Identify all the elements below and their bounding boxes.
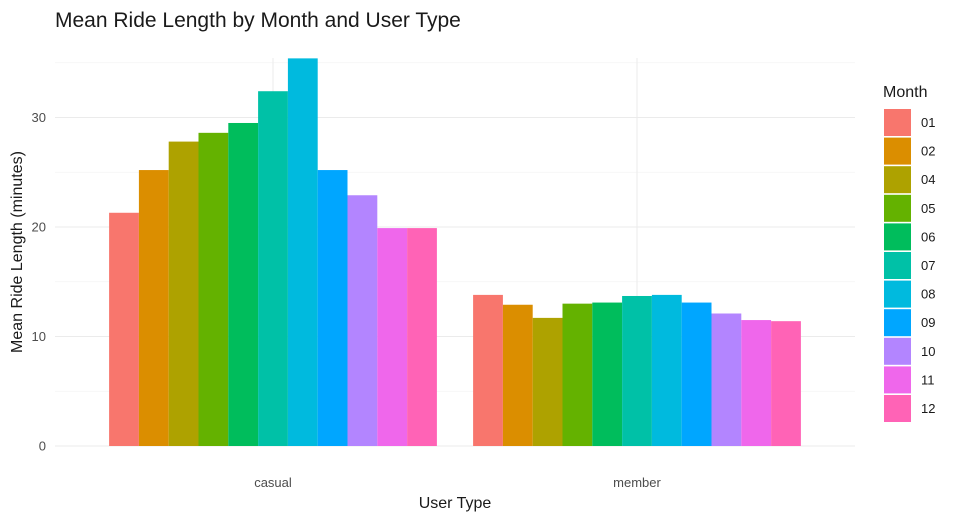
bar-member-05 (562, 303, 593, 446)
legend-key-02 (884, 137, 911, 165)
legend-label: 09 (921, 315, 935, 330)
legend-key-09 (884, 309, 911, 337)
y-axis-ticks: 0 10 20 30 (32, 110, 46, 454)
x-tick-label: casual (254, 475, 292, 490)
bar-casual-07 (258, 91, 288, 446)
bar-casual-06 (228, 122, 259, 446)
bars (109, 58, 801, 447)
x-axis-ticks: casual member (254, 475, 661, 490)
bar-member-08 (651, 294, 682, 446)
y-tick-label: 10 (32, 329, 46, 344)
bar-casual-12 (407, 228, 437, 446)
legend-key-11 (884, 366, 911, 394)
y-tick-label: 0 (39, 439, 46, 454)
bar-casual-04 (168, 141, 199, 446)
x-tick-label: member (613, 475, 661, 490)
bar-member-06 (592, 302, 623, 446)
legend-key-06 (884, 223, 911, 251)
x-axis-title: User Type (419, 495, 492, 512)
bar-member-09 (681, 302, 712, 446)
bar-casual-10 (347, 195, 378, 446)
legend-label: 06 (921, 229, 935, 244)
legend-key-10 (884, 337, 911, 365)
legend-key-04 (884, 166, 911, 194)
legend-key-01 (884, 109, 911, 136)
y-axis-title: Mean Ride Length (minutes) (9, 151, 26, 353)
bar-member-11 (741, 320, 772, 446)
bar-member-07 (622, 295, 652, 446)
legend-label: 10 (921, 344, 935, 359)
bar-member-10 (711, 313, 742, 446)
legend: Month 01 02 04 05 06 07 08 09 10 11 12 (883, 84, 935, 422)
legend-label: 02 (921, 144, 935, 159)
legend-key-05 (884, 194, 911, 222)
legend-key-07 (884, 252, 911, 279)
chart-title: Mean Ride Length by Month and User Type (55, 9, 461, 32)
legend-title: Month (883, 84, 927, 101)
legend-key-08 (884, 280, 911, 308)
bar-casual-01 (109, 212, 139, 446)
bar-casual-02 (138, 170, 169, 446)
legend-label: 11 (921, 372, 935, 387)
bar-member-12 (771, 321, 801, 446)
bar-casual-05 (198, 132, 229, 446)
bar-member-02 (502, 304, 533, 446)
y-tick-label: 20 (32, 220, 46, 235)
legend-label: 12 (921, 401, 935, 416)
bar-casual-11 (377, 228, 408, 446)
bar-casual-09 (317, 170, 348, 446)
legend-label: 05 (921, 201, 935, 216)
legend-key-12 (884, 395, 911, 422)
y-tick-label: 30 (32, 110, 46, 125)
bar-member-01 (473, 294, 503, 446)
legend-label: 08 (921, 287, 935, 302)
bar-casual-08 (287, 58, 318, 447)
legend-label: 04 (921, 172, 935, 187)
bar-member-04 (532, 317, 563, 446)
legend-label: 01 (921, 115, 935, 130)
legend-label: 07 (921, 258, 935, 273)
